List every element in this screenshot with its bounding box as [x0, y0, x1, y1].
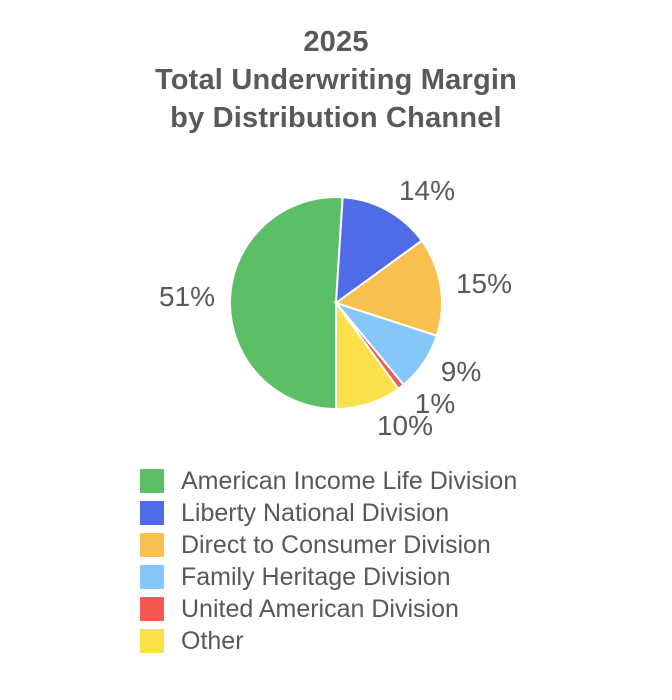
pie-chart: [229, 196, 444, 411]
chart-title-line-1: 2025: [303, 26, 369, 58]
legend-swatch-united-american: [140, 597, 164, 621]
legend-item: American Income Life Division: [140, 466, 518, 495]
legend-label: Family Heritage Division: [181, 562, 451, 591]
pie-slice-direct-to-consumer-division[interactable]: [333, 239, 444, 338]
legend-swatch-liberty-national: [140, 501, 164, 525]
legend-swatch-american-income: [140, 469, 164, 493]
chart-title-line-3: by Distribution Channel: [170, 102, 502, 134]
pie-slice-american-income-life-division[interactable]: [229, 196, 344, 411]
pie-slice-other[interactable]: [335, 299, 400, 411]
legend-item: United American Division: [140, 594, 517, 623]
legend-item: Other: [140, 626, 517, 655]
pie-slice-label-family-heritage: 9%: [440, 356, 482, 387]
chart-title: 2025 Total Underwriting Margin by Distri…: [0, 23, 672, 137]
legend: American Income Life Division Liberty Na…: [140, 466, 518, 661]
pie-slice-label-liberty-national: 14%: [398, 175, 456, 206]
legend-label: Direct to Consumer Division: [181, 530, 491, 559]
pie-slice-liberty-national-division[interactable]: [334, 196, 424, 306]
legend-item: Family Heritage Division: [140, 562, 517, 591]
legend-swatch-other: [140, 629, 164, 653]
legend-label: American Income Life Division: [181, 466, 518, 495]
legend-swatch-direct-to-consumer: [140, 533, 164, 557]
legend-item: Liberty National Division: [140, 498, 517, 527]
pie-slice-label-direct-to-consumer: 15%: [455, 268, 513, 299]
pie-slice-label-american-income: 51%: [158, 281, 216, 312]
pie-slice-label-united-american: 1%: [414, 388, 456, 419]
legend-swatch-family-heritage: [140, 565, 164, 589]
legend-label: Other: [181, 626, 244, 655]
legend-label: United American Division: [181, 594, 459, 623]
legend-item: Direct to Consumer Division: [140, 530, 517, 559]
pie-slice-label-other: 10%: [376, 410, 434, 441]
legend-label: Liberty National Division: [181, 498, 450, 527]
chart-title-line-2: Total Underwriting Margin: [154, 64, 518, 96]
